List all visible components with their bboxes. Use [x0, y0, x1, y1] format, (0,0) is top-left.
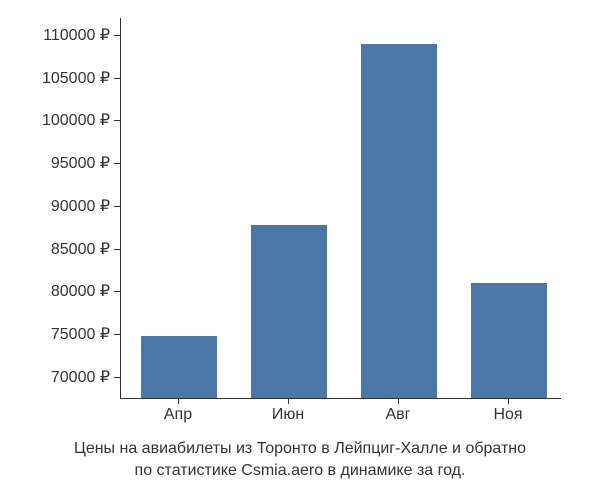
chart-caption: Цены на авиабилеты из Торонто в Лейпциг-… [0, 438, 600, 481]
y-tick-mark [114, 377, 120, 378]
x-tick-label: Июн [272, 406, 304, 424]
price-bar-chart: 70000 ₽ 75000 ₽ 80000 ₽ 85000 ₽ 90000 ₽ 95000… [0, 0, 600, 500]
plot-area [120, 18, 561, 399]
y-tick-label: 80000 ₽ [0, 281, 110, 301]
y-tick-label: 95000 ₽ [0, 153, 110, 173]
y-tick-label: 90000 ₽ [0, 196, 110, 216]
y-tick-mark [114, 35, 120, 36]
bar [251, 225, 327, 398]
x-tick-label: Апр [164, 406, 192, 424]
y-tick-mark [114, 291, 120, 292]
x-tick-label: Ноя [493, 406, 522, 424]
y-tick-mark [114, 163, 120, 164]
y-tick-label: 110000 ₽ [0, 25, 110, 45]
y-tick-label: 75000 ₽ [0, 324, 110, 344]
bar [361, 44, 437, 398]
y-tick-mark [114, 334, 120, 335]
y-tick-label: 105000 ₽ [0, 68, 110, 88]
y-tick-mark [114, 120, 120, 121]
x-tick-mark [398, 398, 399, 404]
y-tick-label: 70000 ₽ [0, 367, 110, 387]
bar [141, 336, 217, 398]
y-tick-mark [114, 249, 120, 250]
caption-line-1: Цены на авиабилеты из Торонто в Лейпциг-… [74, 440, 526, 457]
y-tick-label: 85000 ₽ [0, 239, 110, 259]
y-tick-mark [114, 78, 120, 79]
bar [471, 283, 547, 398]
x-tick-mark [288, 398, 289, 404]
x-tick-mark [508, 398, 509, 404]
y-tick-label: 100000 ₽ [0, 110, 110, 130]
x-tick-mark [178, 398, 179, 404]
x-tick-label: Авг [385, 406, 410, 424]
y-tick-mark [114, 206, 120, 207]
caption-line-2: по статистике Csmia.aero в динамике за г… [135, 462, 466, 479]
